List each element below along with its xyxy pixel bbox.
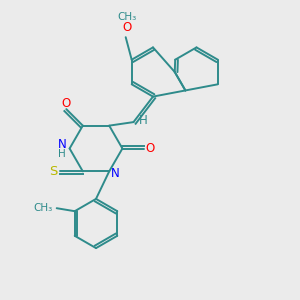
Text: N: N: [58, 138, 67, 152]
Text: O: O: [123, 21, 132, 34]
Text: S: S: [50, 165, 58, 178]
Text: H: H: [58, 149, 66, 159]
Text: N: N: [111, 167, 120, 180]
Text: O: O: [62, 97, 71, 110]
Text: CH₃: CH₃: [118, 12, 137, 22]
Text: CH₃: CH₃: [34, 203, 53, 213]
Text: O: O: [146, 142, 154, 155]
Text: H: H: [139, 114, 148, 127]
